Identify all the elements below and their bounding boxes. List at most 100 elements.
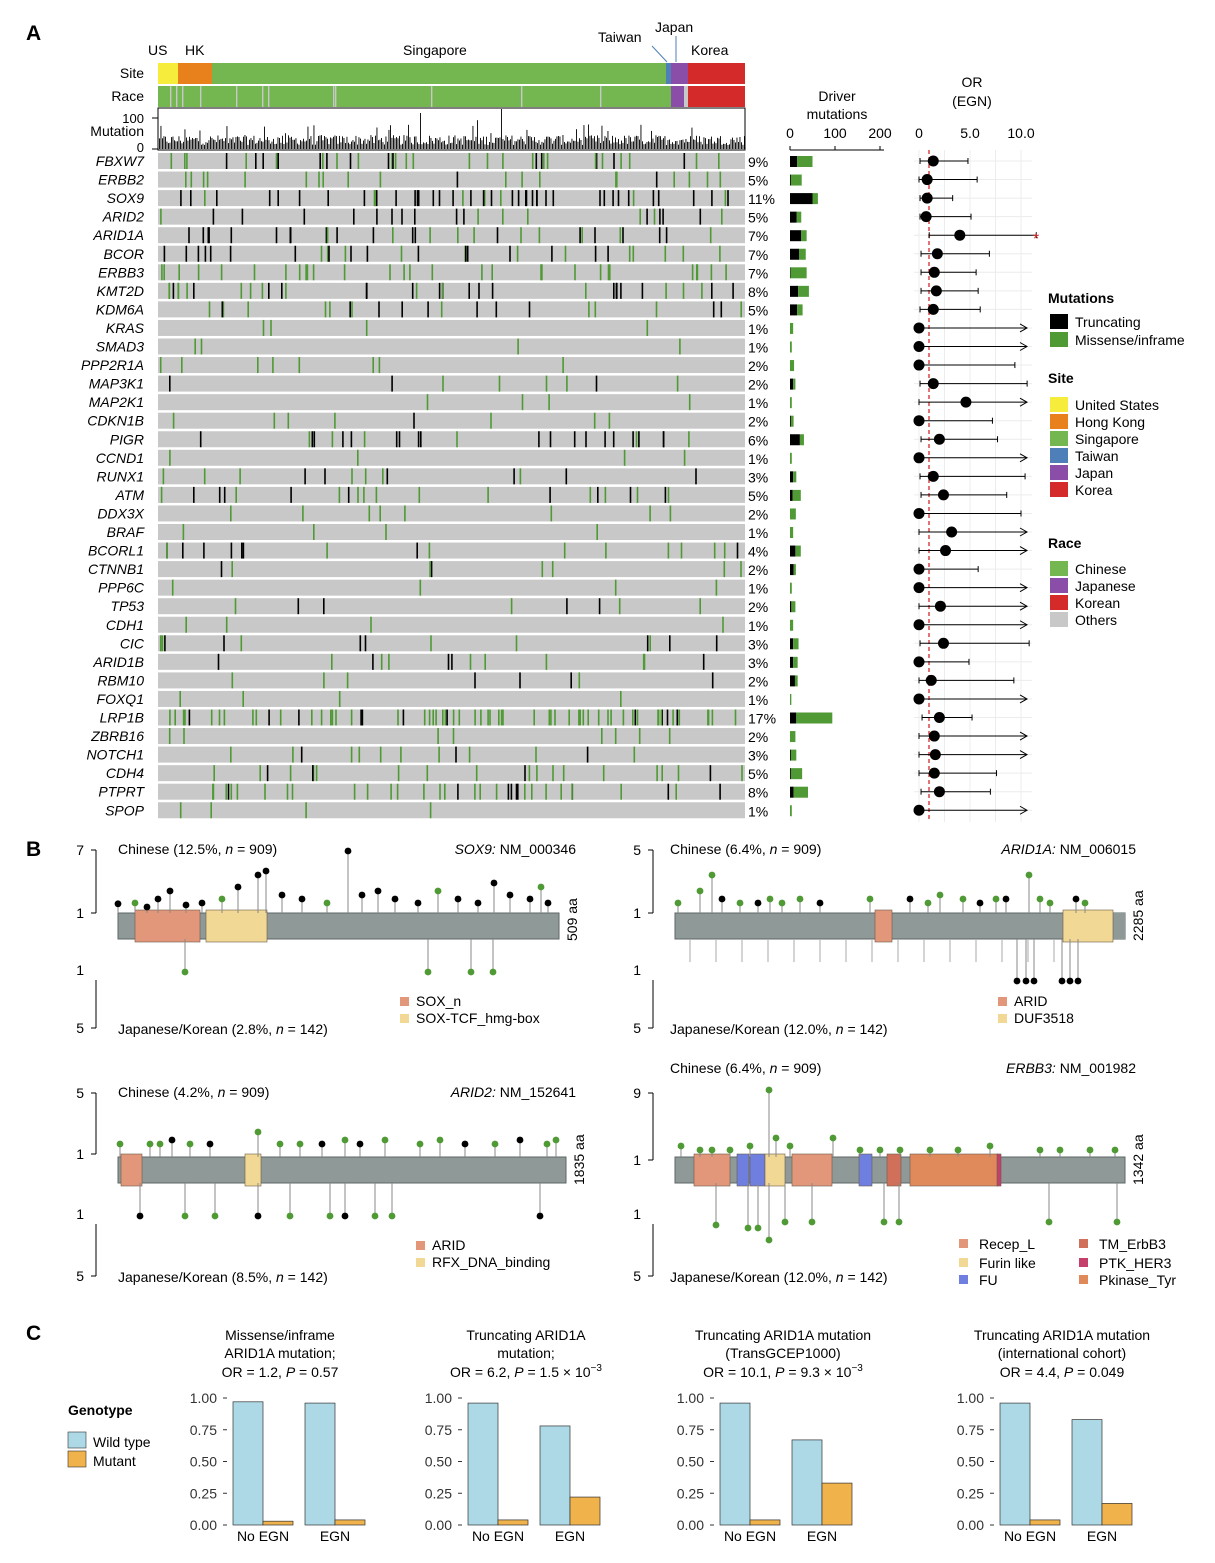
lollipop-head (896, 1146, 904, 1154)
y-tick-label: 0.50 (190, 1454, 217, 1470)
mutation-mark (370, 616, 372, 633)
gene-label-rbm10: RBM10 (97, 672, 144, 688)
mutation-mark (672, 709, 674, 726)
mutation-count-bar (280, 142, 282, 149)
bar-wild-type-no-egn (467, 1402, 499, 1526)
mutation-count-bar (295, 138, 297, 149)
mutation-count-bar (712, 143, 714, 149)
lollipop-head (506, 891, 514, 899)
driver-bar-missense-ctnnb1 (793, 564, 796, 576)
mutation-count-bar (658, 135, 660, 149)
mutation-mark (688, 431, 690, 448)
mutation-count-bar (637, 136, 639, 149)
mutation-mark (320, 709, 323, 726)
mutation-mark (414, 227, 417, 244)
top-cohort-post: = 909) (777, 1060, 821, 1076)
mutation-count-bar (390, 125, 391, 149)
bottom-one-label: 1 (76, 962, 84, 978)
driver-bar-missense-sox9 (812, 193, 818, 205)
lollipop-head (114, 900, 122, 908)
mutation-mark (291, 783, 294, 800)
mutation-count-bar (730, 139, 732, 149)
mutation-mark (221, 301, 224, 318)
mutation-mark (379, 505, 381, 522)
genotype-legend-label: Mutant (93, 1453, 136, 1469)
mutation-count-bar (454, 135, 456, 149)
mutation-count-bar (438, 140, 439, 149)
x-tick-label: No EGN (472, 1528, 524, 1544)
or-ci-arrow (1019, 323, 1029, 333)
mutation-count-bar (568, 141, 570, 149)
mutation-mark (178, 264, 180, 281)
gene-percent-arid1a: 7% (748, 228, 768, 244)
lollipop-head (772, 1134, 780, 1142)
mutation-count-bar (391, 137, 393, 149)
mutation-count-bar (553, 140, 555, 149)
lollipop-head (344, 847, 352, 855)
mutation-count-bar (324, 136, 325, 149)
or-point-spop (913, 804, 925, 816)
gene-percent-lrp1b: 17% (748, 711, 776, 727)
mutation-mark (721, 208, 723, 225)
x-tick-label: EGN (807, 1528, 837, 1544)
mutation-mark (186, 282, 188, 299)
gene-percent-arid1b: 3% (748, 655, 768, 671)
gene-label-ddx3x: DDX3X (97, 505, 144, 521)
mutation-mark (275, 227, 278, 244)
lollipop-head (708, 1146, 716, 1154)
site-bar (158, 63, 745, 84)
mutation-count-bar (249, 139, 250, 149)
mutation-mark (365, 282, 368, 299)
mutation-count-bar (492, 142, 493, 149)
gene-percent-cdh4: 5% (748, 766, 768, 782)
mutation-mark (394, 153, 397, 169)
mutation-mark (414, 190, 416, 207)
mutation-mark (724, 190, 727, 207)
mutation-count-bar (405, 140, 406, 149)
mutation-count-bar (226, 126, 228, 149)
mutation-mark (417, 190, 420, 207)
mutation-mark (330, 709, 332, 726)
lollipop-head (434, 887, 442, 895)
mutation-mark (413, 412, 415, 429)
driver-bar-truncating-atm (790, 489, 793, 501)
mutation-count-bar (604, 136, 606, 149)
mutation-count-bar (600, 143, 601, 149)
chart-title-line: (TransGCEP1000) (725, 1345, 840, 1361)
mutation-count-bar (247, 144, 249, 149)
mutation-mark (166, 542, 168, 559)
mutation-mark (401, 301, 403, 318)
driver-bar-truncating-fbxw7 (790, 156, 798, 167)
site-label-japan: Japan (655, 19, 693, 35)
mutation-mark (528, 301, 531, 318)
lollipop-head (1066, 977, 1074, 985)
chart-title-line: Missense/inframe (225, 1327, 335, 1343)
protein-length-label: 2285 aa (1130, 890, 1146, 941)
mutation-mark (223, 709, 226, 726)
driver-bar-missense-arid1b (793, 656, 798, 668)
driver-title-line2: mutations (807, 106, 868, 122)
mutation-count-bar (567, 141, 568, 149)
mutation-mark (216, 190, 218, 207)
mutation-count-bar (493, 142, 495, 149)
mutation-mark (452, 190, 454, 207)
domain-ptk-her3 (996, 1153, 1002, 1187)
mutation-mark (418, 486, 421, 503)
domain-pkinase-tyr (909, 1153, 999, 1187)
gene-percent-rbm10: 2% (748, 673, 768, 689)
mutation-mark (249, 282, 252, 299)
race-others-tick (431, 86, 433, 107)
mutation-mark (364, 635, 367, 652)
lollipop-head (816, 899, 824, 907)
mutation-count-bar (328, 144, 330, 149)
mutation-count-bar (415, 136, 417, 149)
mutation-count-bar (381, 138, 382, 149)
mutation-mark (509, 245, 511, 262)
mutation-mark (536, 190, 538, 207)
bar-wild-type-egn (539, 1425, 571, 1526)
mutation-mark (213, 765, 215, 782)
mutation-mark (676, 375, 679, 392)
lollipop-head (467, 968, 475, 976)
mutation-mark (266, 765, 269, 782)
mutation-count-bar (321, 135, 322, 149)
